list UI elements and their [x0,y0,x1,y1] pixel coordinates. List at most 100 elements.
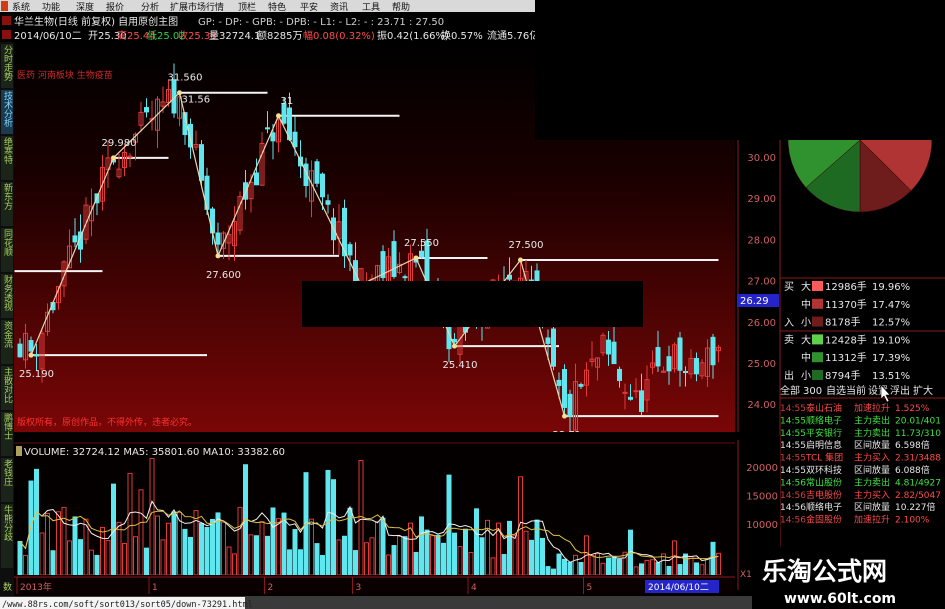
side-tab-10[interactable]: 牛熊分歧 [1,504,13,568]
candle-up [23,332,28,361]
pivot-label: 27.550 [404,238,439,249]
radar-row[interactable]: 14:56 金固股份 加速拉升 2.100% [780,514,930,526]
side-tab-8[interactable]: 鹏博士 [1,412,13,456]
radar-tab-2[interactable]: 自选 [826,384,846,397]
candle-up [672,344,677,370]
radar-row[interactable]: 14:55 TCL 集团 主力买入 2.31/3488 [780,452,941,464]
sell-label: 出 [784,369,794,382]
candle-up [177,96,182,119]
menu-item-7[interactable]: 特色 [268,1,286,13]
candle-up [589,358,595,362]
pivot-dot [518,257,523,263]
quote-float: 流通5.76亿 [487,29,539,42]
pie-slice-sell-5 [805,139,861,213]
menu-item-11[interactable]: 帮助 [392,1,410,13]
candle-up [221,232,226,249]
radar-row[interactable]: 14:55 平安银行 主力卖出 11.73/310 [780,427,941,439]
side-tab-1[interactable]: 技术分析 [1,90,13,134]
indicator-settings-icon[interactable] [16,446,22,456]
radar-row[interactable]: 14:56 顺络电子 区间放量 10.227倍 [780,501,936,513]
radar-tab-1[interactable]: 300 [803,386,822,397]
side-tab-5[interactable]: 财务透视 [1,274,13,318]
volume-bar-down [507,520,512,576]
flow-amount: 8178手 [825,316,860,329]
menu-item-3[interactable]: 报价 [106,1,124,13]
menu-item-0[interactable]: 系统 [12,1,30,13]
candle-down [639,390,644,412]
radar-row[interactable]: 14:55 启明信息 区间放量 6.598倍 [780,439,930,451]
candle-down [34,354,39,357]
candle-up [122,152,127,168]
volume-bar-down [270,507,276,576]
menu-item-4[interactable]: 分析 [141,1,159,13]
candle-up [573,381,578,431]
flow-percent: 13.51% [872,371,910,382]
volume-bar-down [441,542,446,576]
volume-bar-down [655,562,661,576]
side-tab-6[interactable]: 资金流 [1,320,13,364]
radar-tab-5[interactable]: 浮出 [890,384,910,397]
menu-item-6[interactable]: 顶栏 [238,1,256,13]
radar-row[interactable]: 14:55 泰山石油 加速拉升 1.525% [780,402,930,414]
candle-down [578,384,584,387]
candle-up [661,370,666,373]
radar-tab-0[interactable]: 全部 [780,384,800,397]
volume-bar-down [94,554,100,576]
volume-bar-down [331,479,336,576]
radar-row[interactable]: 14:56 常山股份 主力卖出 4.81/4927 [780,476,941,488]
menu-item-1[interactable]: 功能 [42,1,60,13]
menu-item-5[interactable]: 扩展市场行情 [170,1,224,13]
side-tab-9[interactable]: 老钱庄 [1,458,13,502]
candle-down [28,340,34,352]
volume-bar-down [353,550,358,576]
date-axis [14,575,735,594]
radar-row[interactable]: 14:56 吉电股份 主力买入 2.82/5047 [780,489,941,501]
radar-event: 加速拉升 [854,514,890,526]
menu-item-10[interactable]: 工具 [362,2,380,13]
flow-size: 中 [801,351,811,364]
candle-down [320,173,325,198]
volume-bar-down [710,541,716,576]
radar-tab-6[interactable]: 扩大 [913,384,933,397]
candle-down [347,244,353,256]
volume-bar-down [617,558,622,576]
support-resistance-lines [14,91,719,418]
volume-bar-down [204,527,210,576]
menu-item-2[interactable]: 深度 [76,1,94,13]
radar-row[interactable]: 14:55 顺络电子 主力卖出 20.01/401 [780,414,941,426]
price-tick: 29.00 [747,194,776,205]
candle-down [683,370,688,374]
side-tab-7[interactable]: 主散对比 [1,366,13,410]
volume-bar-down [683,553,688,576]
radar-value: 6.598倍 [895,439,930,451]
volume-bar-down [562,558,567,576]
status-url[interactable]: /www.88rs.com/soft/sort013/sort05/down-7… [2,600,253,609]
radar-row[interactable]: 14:55 双环科技 区间放量 6.088倍 [780,464,930,476]
radar-value: 4.81/4927 [895,478,941,488]
pivot-label: 25.410 [443,360,478,371]
candle-down [342,207,347,257]
candle-up [232,221,237,247]
candle-up [100,166,105,202]
candle-up [116,168,122,178]
radar-tab-3[interactable]: 当前 [846,384,866,397]
side-tab-2[interactable]: 绝寒特 [1,136,13,180]
volume-bar-down [50,550,56,576]
volume-unit: X10 [740,570,758,580]
radar-stock: 吉电股份 [806,489,842,501]
candle-down [551,328,556,367]
collapse-up-icon[interactable] [2,16,11,25]
menu-item-8[interactable]: 平安 [300,1,318,13]
side-tab-0[interactable]: 分时走势 [1,44,13,88]
menu-item-9[interactable]: 资讯 [330,2,348,13]
side-tab-label[interactable]: 数 [3,581,12,593]
candle-up [166,89,171,103]
collapse-down-icon[interactable] [2,30,11,39]
side-tab-4[interactable]: 同花顺 [1,228,13,272]
quote-amount: 额8285万 [257,29,302,42]
pivot-dot [413,255,419,261]
radar-time: 14:55 [780,404,806,414]
side-tab-3[interactable]: 新东方 [1,182,13,226]
header-info [0,12,535,42]
candle-up [644,379,650,401]
